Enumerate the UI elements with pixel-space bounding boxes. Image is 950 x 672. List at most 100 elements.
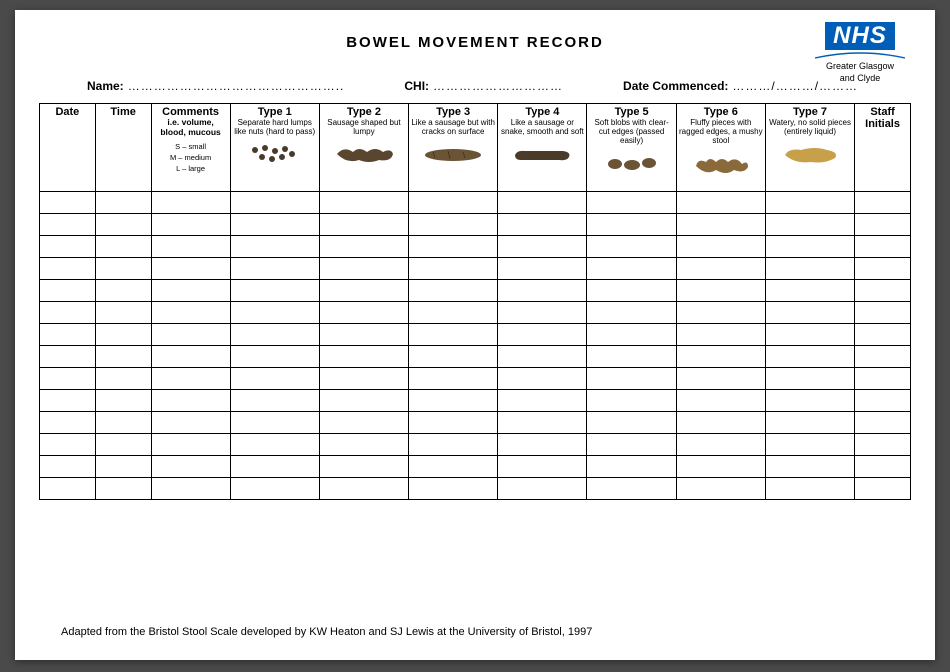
table-cell[interactable] bbox=[95, 434, 151, 456]
table-cell[interactable] bbox=[587, 456, 676, 478]
table-cell[interactable] bbox=[498, 346, 587, 368]
table-cell[interactable] bbox=[855, 456, 911, 478]
table-cell[interactable] bbox=[855, 346, 911, 368]
table-cell[interactable] bbox=[676, 456, 765, 478]
table-cell[interactable] bbox=[230, 390, 319, 412]
table-cell[interactable] bbox=[765, 346, 854, 368]
table-cell[interactable] bbox=[230, 214, 319, 236]
table-cell[interactable] bbox=[765, 368, 854, 390]
table-cell[interactable] bbox=[676, 434, 765, 456]
table-cell[interactable] bbox=[498, 214, 587, 236]
table-cell[interactable] bbox=[40, 346, 96, 368]
table-cell[interactable] bbox=[765, 390, 854, 412]
table-cell[interactable] bbox=[855, 236, 911, 258]
table-cell[interactable] bbox=[587, 236, 676, 258]
table-cell[interactable] bbox=[319, 346, 408, 368]
table-cell[interactable] bbox=[765, 236, 854, 258]
table-cell[interactable] bbox=[319, 390, 408, 412]
table-cell[interactable] bbox=[855, 214, 911, 236]
table-cell[interactable] bbox=[855, 280, 911, 302]
table-cell[interactable] bbox=[151, 280, 230, 302]
table-cell[interactable] bbox=[151, 412, 230, 434]
table-cell[interactable] bbox=[409, 390, 498, 412]
table-cell[interactable] bbox=[587, 478, 676, 500]
table-cell[interactable] bbox=[40, 192, 96, 214]
table-cell[interactable] bbox=[676, 258, 765, 280]
table-cell[interactable] bbox=[230, 302, 319, 324]
table-cell[interactable] bbox=[319, 478, 408, 500]
table-cell[interactable] bbox=[40, 478, 96, 500]
table-cell[interactable] bbox=[498, 324, 587, 346]
table-cell[interactable] bbox=[95, 324, 151, 346]
table-cell[interactable] bbox=[319, 456, 408, 478]
table-cell[interactable] bbox=[95, 478, 151, 500]
table-cell[interactable] bbox=[587, 280, 676, 302]
table-cell[interactable] bbox=[409, 236, 498, 258]
table-cell[interactable] bbox=[855, 368, 911, 390]
table-cell[interactable] bbox=[95, 280, 151, 302]
table-cell[interactable] bbox=[855, 412, 911, 434]
table-cell[interactable] bbox=[765, 302, 854, 324]
table-cell[interactable] bbox=[409, 412, 498, 434]
table-cell[interactable] bbox=[498, 434, 587, 456]
table-cell[interactable] bbox=[676, 390, 765, 412]
table-cell[interactable] bbox=[40, 214, 96, 236]
table-cell[interactable] bbox=[95, 390, 151, 412]
table-cell[interactable] bbox=[765, 434, 854, 456]
table-cell[interactable] bbox=[230, 346, 319, 368]
table-cell[interactable] bbox=[676, 346, 765, 368]
table-cell[interactable] bbox=[151, 478, 230, 500]
table-cell[interactable] bbox=[498, 478, 587, 500]
table-cell[interactable] bbox=[587, 214, 676, 236]
table-cell[interactable] bbox=[676, 214, 765, 236]
table-cell[interactable] bbox=[151, 368, 230, 390]
table-cell[interactable] bbox=[319, 324, 408, 346]
table-cell[interactable] bbox=[319, 258, 408, 280]
table-cell[interactable] bbox=[151, 346, 230, 368]
table-cell[interactable] bbox=[409, 324, 498, 346]
table-cell[interactable] bbox=[587, 324, 676, 346]
table-cell[interactable] bbox=[230, 280, 319, 302]
table-cell[interactable] bbox=[95, 258, 151, 280]
table-cell[interactable] bbox=[151, 302, 230, 324]
table-cell[interactable] bbox=[409, 214, 498, 236]
table-cell[interactable] bbox=[95, 192, 151, 214]
table-cell[interactable] bbox=[676, 478, 765, 500]
table-cell[interactable] bbox=[587, 192, 676, 214]
table-cell[interactable] bbox=[676, 324, 765, 346]
table-cell[interactable] bbox=[587, 302, 676, 324]
table-cell[interactable] bbox=[676, 412, 765, 434]
table-cell[interactable] bbox=[319, 214, 408, 236]
table-cell[interactable] bbox=[855, 258, 911, 280]
table-cell[interactable] bbox=[95, 346, 151, 368]
table-cell[interactable] bbox=[409, 346, 498, 368]
table-cell[interactable] bbox=[587, 258, 676, 280]
table-cell[interactable] bbox=[230, 324, 319, 346]
table-cell[interactable] bbox=[40, 390, 96, 412]
table-cell[interactable] bbox=[319, 236, 408, 258]
table-cell[interactable] bbox=[40, 412, 96, 434]
table-cell[interactable] bbox=[230, 434, 319, 456]
table-cell[interactable] bbox=[95, 412, 151, 434]
table-cell[interactable] bbox=[230, 236, 319, 258]
table-cell[interactable] bbox=[230, 368, 319, 390]
table-cell[interactable] bbox=[765, 192, 854, 214]
table-cell[interactable] bbox=[95, 456, 151, 478]
table-cell[interactable] bbox=[855, 324, 911, 346]
table-cell[interactable] bbox=[676, 280, 765, 302]
table-cell[interactable] bbox=[409, 258, 498, 280]
table-cell[interactable] bbox=[95, 236, 151, 258]
table-cell[interactable] bbox=[151, 258, 230, 280]
table-cell[interactable] bbox=[151, 434, 230, 456]
table-cell[interactable] bbox=[151, 236, 230, 258]
table-cell[interactable] bbox=[498, 390, 587, 412]
table-cell[interactable] bbox=[498, 258, 587, 280]
table-cell[interactable] bbox=[151, 456, 230, 478]
table-cell[interactable] bbox=[765, 478, 854, 500]
table-cell[interactable] bbox=[587, 390, 676, 412]
table-cell[interactable] bbox=[319, 434, 408, 456]
table-cell[interactable] bbox=[855, 192, 911, 214]
table-cell[interactable] bbox=[40, 368, 96, 390]
table-cell[interactable] bbox=[319, 192, 408, 214]
table-cell[interactable] bbox=[40, 236, 96, 258]
